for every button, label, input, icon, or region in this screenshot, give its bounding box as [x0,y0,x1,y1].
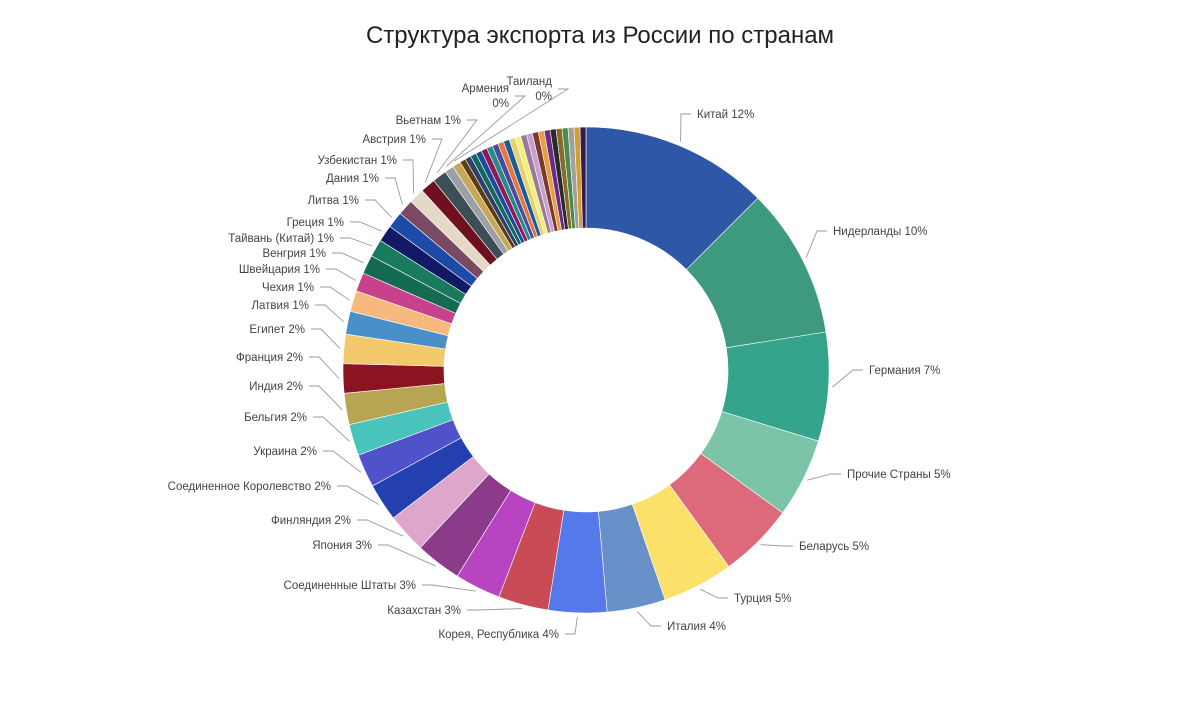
leader-line-19 [315,304,345,323]
slice-label-16: Индия 2% [249,381,303,393]
leader-line-11 [378,544,436,567]
slice-label-31: Таиланд 0% [507,76,553,103]
slice-label-25: Литва 1% [308,195,359,207]
slice-label-28: Австрия 1% [362,134,426,146]
slice-label-12: Финляндия 2% [271,515,351,527]
slice-label-29: Вьетнам 1% [396,115,461,127]
slice-label-7: Италия 4% [667,621,726,633]
leader-line-22 [332,252,364,264]
slice-label-26: Дания 1% [326,173,379,185]
slice-label-11: Япония 3% [312,540,372,552]
chart-title: Структура экспорта из России по странам [365,22,835,49]
slice-label-3: Германия 7% [869,365,940,377]
donut-slices [342,126,830,614]
minor-slice-22 [579,126,587,229]
slice-label-19: Латвия 1% [251,300,309,312]
leader-line-5 [760,544,793,547]
leader-line-4 [806,473,841,481]
slice-label-20: Чехия 1% [262,282,314,294]
slice-label-22: Венгрия 1% [263,248,326,260]
leader-line-27 [403,159,415,194]
slice-label-14: Украина 2% [253,446,317,458]
slice-label-30: Армения 0% [462,83,509,110]
leader-line-20 [320,286,350,301]
slice-label-23: Тайвань (Китай) 1% [228,233,334,245]
leader-line-23 [340,237,373,247]
slice-label-24: Греция 1% [287,217,344,229]
leader-line-7 [637,611,661,627]
leader-line-6 [699,588,728,599]
leader-line-25 [365,199,393,218]
leader-line-31 [454,88,570,162]
slice-label-8: Корея, Республика 4% [438,629,559,641]
slice-label-9: Казахстан 3% [387,605,461,617]
slice-label-18: Египет 2% [249,324,305,336]
donut-labels: Китай 12% Нидерланды 10% Германия 7% Прочие… [168,76,951,641]
leader-line-28 [424,138,443,183]
slice-label-5: Беларусь 5% [799,541,869,553]
leader-line-16 [309,385,343,411]
leader-line-9 [467,608,523,611]
slice-label-15: Бельгия 2% [244,412,307,424]
slice-label-4: Прочие Страны 5% [847,469,951,481]
slice-label-13: Соединенное Королевство 2% [168,481,331,493]
leader-line-3 [832,369,863,388]
leader-line-1 [680,113,691,142]
leader-line-12 [357,519,404,537]
leader-line-26 [385,177,403,205]
leader-line-15 [313,416,350,442]
leader-line-18 [311,328,341,349]
slice-label-10: Соединенные Штаты 3% [284,580,416,592]
slice-label-6: Турция 5% [734,593,791,605]
leader-line-14 [323,450,362,473]
leader-line-24 [350,221,382,232]
slice-label-1: Китай 12% [697,109,754,121]
slice-label-21: Швейцария 1% [239,264,320,276]
leader-line-21 [326,268,357,281]
leader-line-30 [446,95,527,167]
leader-line-2 [805,230,827,259]
leader-line-8 [565,616,578,635]
slice-label-17: Франция 2% [236,352,303,364]
leader-line-17 [309,356,340,379]
slice-label-2: Нидерланды 10% [833,226,927,238]
leader-line-29 [436,119,478,174]
slice-label-27: Узбекистан 1% [317,155,397,167]
leader-line-10 [422,584,476,592]
leader-line-13 [337,485,380,505]
